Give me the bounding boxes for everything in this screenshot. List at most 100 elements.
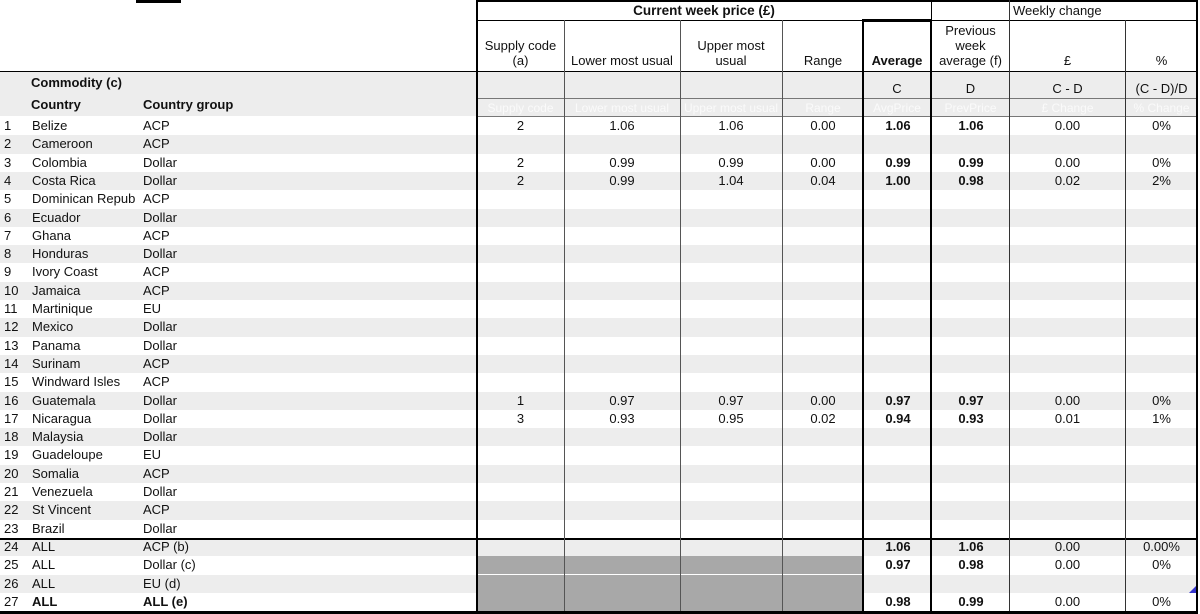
faint-field-average: AvgPrice <box>873 100 921 115</box>
cell-range <box>782 337 864 355</box>
cell-group: ACP <box>143 374 170 390</box>
table-row: 11 Martinique EU <box>0 300 1198 318</box>
border-top <box>476 0 1198 2</box>
cell-upper <box>680 428 782 446</box>
cell-country: Jamaica <box>32 282 81 298</box>
cell-n: 25 <box>4 557 19 573</box>
cell-group: ACP <box>143 282 170 298</box>
cell-upper: 1.04 <box>718 172 744 188</box>
table-row: 20 Somalia ACP <box>0 464 1198 483</box>
column-header-average: Average <box>871 53 923 68</box>
cell-lower <box>564 227 680 245</box>
vline-current-week-right <box>931 0 932 20</box>
cell-n: 24 <box>4 538 19 554</box>
cell-avg <box>864 428 932 446</box>
column-header-upper-most-usual: Upper most usual <box>697 38 765 68</box>
column-header-supply-code: Supply code (a) <box>484 38 557 68</box>
cell-lower <box>564 556 680 575</box>
table-row: 16 Guatemala Dollar 1 0.97 0.97 0.00 0.97 0.97 0.… <box>0 391 1198 410</box>
cell-upper <box>680 592 782 612</box>
table-row: 14 Surinam ACP <box>0 354 1198 374</box>
cell-range <box>782 592 864 612</box>
cell-prev <box>932 373 1010 391</box>
vline-average-right-thick <box>930 20 932 612</box>
cell-range: 0.00 <box>810 392 836 408</box>
cell-country: Honduras <box>32 246 89 262</box>
column-header-lower-most-usual: Lower most usual <box>571 53 673 68</box>
cell-upper <box>680 355 782 373</box>
cell-country: Malaysia <box>32 429 84 445</box>
cell-pct <box>1125 227 1198 245</box>
cell-upper <box>680 538 782 556</box>
column-header-pound: £ <box>1063 53 1072 68</box>
cell-upper: 0.99 <box>718 154 744 170</box>
cell-pct: 0% <box>1152 392 1171 408</box>
table-row: 12 Mexico Dollar <box>0 318 1198 337</box>
country-group-column-label: Country group <box>143 97 234 112</box>
cell-avg <box>864 355 932 373</box>
cell-group: ACP (b) <box>143 538 189 554</box>
cell-group: Dollar <box>143 520 177 536</box>
cell-group: Dollar <box>143 246 177 262</box>
cell-avg: 0.98 <box>885 593 911 609</box>
cell-country: Nicaragua <box>32 410 92 426</box>
cell-country: Martinique <box>32 301 93 316</box>
cell-gbp <box>1010 337 1125 355</box>
cell-range: 0.00 <box>810 118 836 133</box>
cell-n: 26 <box>4 575 19 591</box>
cell-country: Windward Isles <box>32 374 121 390</box>
cell-n: 27 <box>4 593 19 609</box>
cell-country: Belize <box>32 118 68 133</box>
table-row: 8 Honduras Dollar <box>0 245 1198 264</box>
cell-prev: 0.93 <box>958 410 984 426</box>
cell-lower <box>564 135 680 153</box>
cell-range <box>782 190 864 208</box>
cell-pct <box>1125 282 1198 300</box>
cell-n: 1 <box>4 118 12 133</box>
table-row: 18 Malaysia Dollar <box>0 428 1198 447</box>
cell-supply <box>477 245 564 263</box>
cell-upper <box>680 300 782 318</box>
cell-country: Panama <box>32 337 81 353</box>
cell-group: Dollar <box>143 392 177 408</box>
cell-range <box>782 227 864 245</box>
cell-supply <box>477 501 564 519</box>
cell-supply <box>477 483 564 501</box>
cell-pct <box>1125 337 1198 355</box>
border-above-totals <box>0 538 1198 540</box>
cell-gbp: 0.00 <box>1054 538 1081 554</box>
cell-lower <box>564 318 680 336</box>
table-row: 9 Ivory Coast ACP <box>0 263 1198 281</box>
table-row: 26 ALL EU (d) <box>0 574 1198 593</box>
cell-avg <box>864 483 932 501</box>
comment-marker-icon <box>1189 586 1196 593</box>
cell-avg: 0.97 <box>885 557 911 573</box>
cell-gbp <box>1010 483 1125 501</box>
table-row: 1 Belize ACP 2 1.06 1.06 0.00 1.06 1.06 0.00 0% <box>0 117 1198 135</box>
cell-pct <box>1125 245 1198 263</box>
table-row: 4 Costa Rica Dollar 2 0.99 1.04 0.04 1.00 0.98 0.… <box>0 171 1198 191</box>
cell-pct <box>1125 355 1198 373</box>
border-under-top-header <box>476 20 1198 21</box>
cell-lower <box>564 300 680 318</box>
cell-gbp <box>1010 446 1125 464</box>
cell-avg <box>864 263 932 281</box>
cell-upper: 0.95 <box>718 410 744 426</box>
cell-prev <box>932 483 1010 501</box>
cell-range <box>782 446 864 464</box>
cell-avg <box>864 135 932 153</box>
cell-range <box>782 135 864 153</box>
page-top-mark <box>136 0 181 3</box>
cell-country: Colombia <box>32 154 87 170</box>
cell-gbp <box>1010 520 1125 538</box>
cell-prev <box>932 282 1010 300</box>
cell-prev: 0.99 <box>958 154 984 170</box>
cell-prev <box>932 575 1010 593</box>
cell-upper <box>680 245 782 263</box>
cell-range <box>782 209 864 227</box>
cell-range: 0.00 <box>810 154 836 170</box>
cell-prev <box>932 465 1010 483</box>
cell-lower <box>564 465 680 483</box>
cell-lower <box>564 538 680 556</box>
